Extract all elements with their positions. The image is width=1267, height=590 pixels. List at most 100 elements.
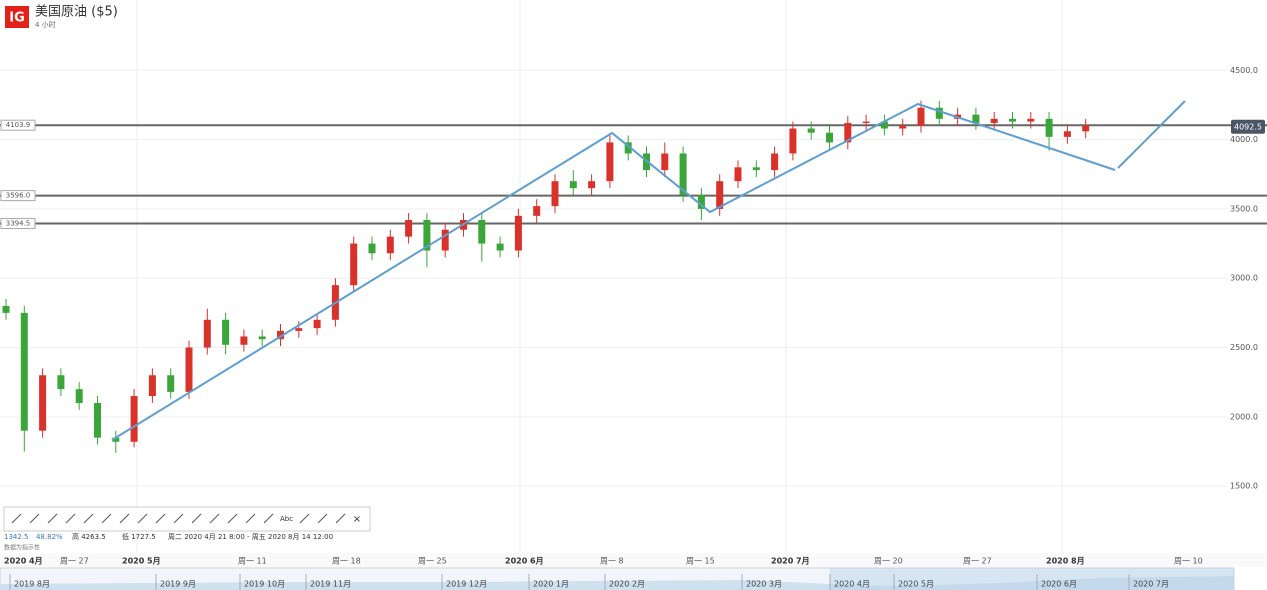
tool-icon[interactable] — [299, 513, 310, 524]
tool-icon[interactable] — [263, 513, 274, 524]
candle-body — [94, 402, 101, 438]
tool-icon[interactable] — [335, 513, 346, 524]
candle-body — [1009, 118, 1016, 122]
navigator-label: 2020 4月 — [834, 580, 870, 589]
candle-body — [514, 215, 522, 251]
candle-body — [551, 181, 559, 207]
candle-body — [789, 128, 797, 154]
candle-body — [386, 236, 394, 254]
candle-body — [222, 319, 230, 345]
x-tick-label: 周一 27 — [60, 557, 89, 566]
tool-icon[interactable] — [83, 513, 94, 524]
x-tick-label: 周一 15 — [686, 557, 715, 566]
candle-body — [368, 243, 376, 254]
candle-body — [588, 181, 596, 189]
note: 数据为指示性 — [4, 544, 40, 552]
candle-body — [862, 121, 870, 123]
navigator-label: 2020 7月 — [1133, 580, 1169, 589]
tool-icon[interactable] — [101, 513, 112, 524]
candle-body — [606, 142, 614, 182]
candle-body — [478, 220, 486, 244]
candle-body — [734, 167, 742, 182]
candle-body — [697, 195, 705, 209]
candle-body — [313, 319, 321, 329]
candle-body — [1082, 125, 1090, 132]
navigator-label: 2020 5月 — [898, 580, 934, 589]
navigator-label: 2020 2月 — [609, 580, 645, 589]
candle-body — [679, 153, 687, 196]
candle-body — [350, 243, 358, 286]
candle-body — [112, 437, 120, 442]
candle-body — [167, 375, 175, 392]
candle-body — [752, 167, 760, 171]
candle-body — [899, 125, 907, 129]
tool-icon[interactable] — [29, 513, 40, 524]
last-price-box — [1231, 119, 1265, 134]
navigator-label: 2019 9月 — [160, 580, 196, 589]
candle-body — [240, 336, 248, 345]
candle-body — [1063, 131, 1071, 137]
last-price-label: 4092.5 — [1234, 122, 1262, 131]
y-tick-label: 2500.0 — [1230, 343, 1258, 352]
tool-icon[interactable] — [227, 513, 238, 524]
y-tick-label: 2000.0 — [1230, 412, 1258, 421]
x-tick-label: 2020 5月 — [122, 557, 161, 566]
x-tick-label: 周一 25 — [418, 557, 447, 566]
x-tick-label: 2020 4月 — [4, 557, 43, 566]
stat: 高 4263.5 — [72, 532, 106, 541]
tool-icon[interactable] — [317, 513, 328, 524]
tool-icon[interactable] — [47, 513, 58, 524]
tool-icon[interactable] — [65, 513, 76, 524]
tool-icon[interactable] — [245, 513, 256, 524]
candle-body — [880, 121, 888, 129]
x-tick-label: 2020 7月 — [771, 557, 810, 566]
candle-body — [826, 132, 833, 143]
navigator-label: 2019 12月 — [446, 580, 487, 589]
tool-icon[interactable] — [191, 513, 202, 524]
logo — [5, 6, 29, 28]
candle-body — [569, 181, 577, 189]
navigator-label: 2020 1月 — [533, 580, 569, 589]
x-tick-label: 周一 27 — [963, 557, 992, 566]
navigator-label: 2019 11月 — [310, 580, 351, 589]
level-label-box — [0, 190, 36, 202]
candle-body — [533, 206, 541, 216]
candle-body — [20, 312, 28, 431]
navigator-label: 2020 6月 — [1041, 580, 1077, 589]
interval: 4 小时 — [35, 20, 56, 29]
candle-body — [716, 181, 724, 209]
candle-body — [295, 328, 303, 331]
level-label: 3394.5 — [6, 220, 31, 228]
text-tool[interactable]: Abc — [280, 515, 293, 523]
candle-body — [990, 118, 998, 123]
instrument-title: 美国原油 ($5) — [35, 5, 118, 20]
x-axis-band — [0, 553, 1267, 567]
level-label: 4103.9 — [6, 121, 31, 129]
stat: 1342.5 — [4, 533, 29, 541]
candle-body — [844, 122, 852, 143]
tool-icon[interactable] — [119, 513, 130, 524]
candle-body — [148, 375, 156, 397]
level-label-box — [0, 218, 36, 230]
x-tick-label: 周一 20 — [874, 557, 903, 566]
tool-icon[interactable] — [209, 513, 220, 524]
tool-icon[interactable] — [155, 513, 166, 524]
toolbar-box — [3, 506, 371, 532]
candle-body — [771, 153, 779, 171]
candle-body — [423, 220, 431, 251]
tool-icon[interactable] — [11, 513, 22, 524]
x-tick-label: 周一 8 — [600, 557, 624, 566]
logo-text: IG — [9, 11, 25, 26]
candle-body — [807, 128, 815, 133]
candle-body — [1045, 118, 1053, 137]
x-tick-label: 周一 10 — [1174, 557, 1203, 566]
tool-icon[interactable] — [137, 513, 148, 524]
navigator-label: 2020 3月 — [746, 580, 782, 589]
close-toolbar[interactable]: × — [353, 514, 361, 525]
navigator-label: 2019 8月 — [14, 580, 50, 589]
navigator-window[interactable] — [830, 568, 1234, 590]
x-tick-label: 周一 18 — [332, 557, 361, 566]
tool-icon[interactable] — [173, 513, 184, 524]
candle-body — [935, 107, 943, 119]
